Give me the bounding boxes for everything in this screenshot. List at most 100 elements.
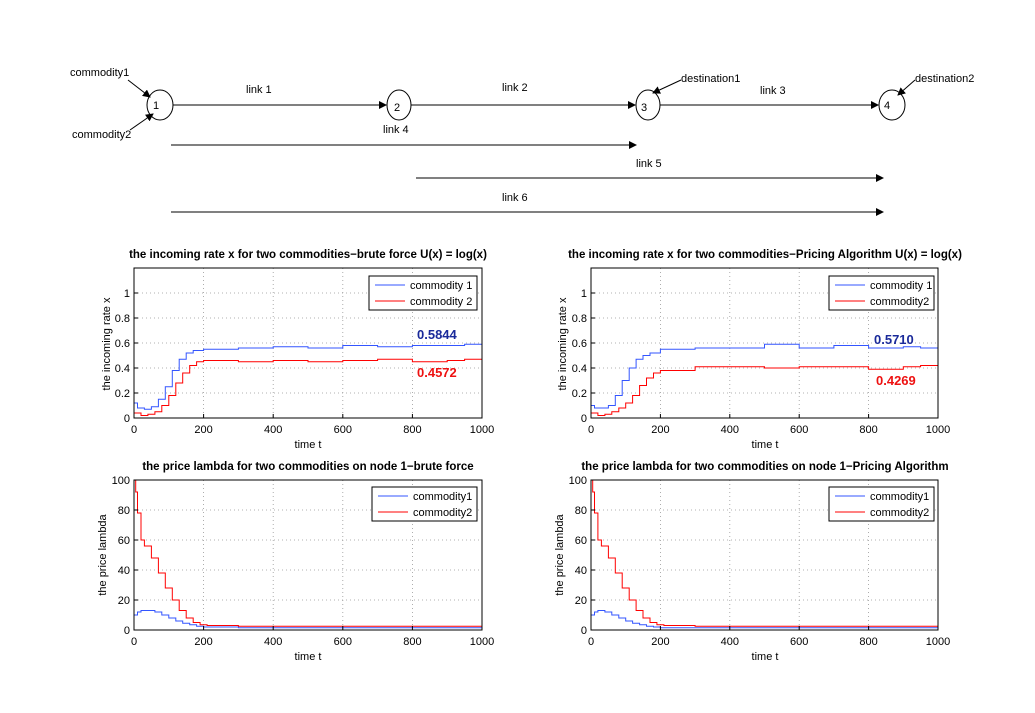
- chart1-xtick-label: 800: [403, 424, 421, 436]
- chart3-ytick-label: 80: [118, 505, 130, 517]
- destination1-arrow: [652, 79, 682, 94]
- chart2-ytick-label: 0.2: [572, 388, 587, 400]
- chart3-title: the price lambda for two commodities on …: [142, 461, 473, 473]
- chart1-title: the incoming rate x for two commodities−…: [129, 249, 487, 261]
- chart2-ytick-label: 0.8: [572, 313, 587, 325]
- chart1-xtick-label: 600: [334, 424, 352, 436]
- chart1-xtick-label: 1000: [470, 424, 494, 436]
- chart3-ticks: 0 200 400 600 800 1000 0 20 40 60 80 100: [112, 475, 495, 648]
- chart4-ytick-label: 80: [575, 505, 587, 517]
- chart1-xtick-label: 200: [194, 424, 212, 436]
- chart3-ytick-label: 60: [118, 535, 130, 547]
- chart2-title: the incoming rate x for two commodities−…: [568, 249, 962, 261]
- chart1-series-1-line: [134, 343, 483, 410]
- chart2-xtick-label: 0: [588, 424, 594, 436]
- chart1-xtick-label: 400: [264, 424, 282, 436]
- node-4-label: 4: [884, 100, 890, 112]
- commodity1-arrow: [127, 79, 151, 98]
- chart3-ytick-label: 20: [118, 595, 130, 607]
- link-2-label: link 2: [502, 82, 528, 94]
- chart4-ticks: 0 200 400 600 800 1000 0 20 40 60 80 100: [569, 475, 951, 648]
- chart1-annotation-commodity1: 0.5844: [417, 327, 458, 342]
- chart2-legend-label-2: commodity2: [870, 296, 929, 308]
- chart2-xlabel: time t: [752, 439, 779, 451]
- commodity2-label: commodity2: [72, 129, 131, 141]
- chart2-legend-box: [828, 275, 935, 311]
- chart2-legend-label-1: commodity 1: [870, 280, 932, 292]
- chart1-ytick-label: 1: [124, 288, 130, 300]
- destination1-label: destination1: [681, 73, 740, 85]
- chart2-xtick-label: 400: [721, 424, 739, 436]
- chart3-xtick-label: 200: [194, 636, 212, 648]
- chart2-series-1-line: [591, 343, 939, 409]
- chart1-series: [134, 343, 483, 416]
- chart1-xtick-label: 0: [131, 424, 137, 436]
- chart3-ylabel: the price lambda: [97, 513, 109, 595]
- chart1-ytick-label: 0.2: [115, 388, 130, 400]
- chart1-ticks: 0 200 400 600 800 1000 0 0.2 0.4 0.6 0.8 1: [115, 288, 495, 436]
- chart4-xtick-label: 800: [859, 636, 877, 648]
- chart-rate-pricing-algorithm: the incoming rate x for two commodities−…: [557, 249, 962, 451]
- chart1-legend-label-1: commodity 1: [410, 280, 472, 292]
- chart4-legend: commodity1 commodity2: [828, 486, 935, 522]
- link-1-label: link 1: [246, 84, 272, 96]
- chart2-series-2-line: [591, 365, 939, 416]
- chart2-legend: commodity 1 commodity2: [828, 275, 935, 311]
- chart1-ytick-label: 0.6: [115, 338, 130, 350]
- chart4-title: the price lambda for two commodities on …: [581, 461, 948, 473]
- chart1-legend-box: [368, 275, 478, 311]
- chart3-xtick-label: 400: [264, 636, 282, 648]
- chart2-ytick-label: 0.4: [572, 363, 587, 375]
- chart2-ylabel: the incoming rate x: [557, 297, 569, 390]
- chart4-xtick-label: 0: [588, 636, 594, 648]
- chart2-xtick-label: 800: [859, 424, 877, 436]
- chart3-ytick-label: 100: [112, 475, 130, 487]
- chart4-series: [591, 479, 938, 629]
- chart-rate-brute-force: the incoming rate x for two commodities−…: [101, 249, 494, 451]
- chart3-legend-label-2: commodity2: [413, 507, 472, 519]
- link-5-label: link 5: [636, 158, 662, 170]
- chart1-annotation-commodity2: 0.4572: [417, 365, 457, 380]
- chart3-xtick-label: 0: [131, 636, 137, 648]
- chart3-xtick-label: 1000: [470, 636, 494, 648]
- chart4-xtick-label: 400: [721, 636, 739, 648]
- chart4-xtick-label: 200: [651, 636, 669, 648]
- chart4-xtick-label: 600: [790, 636, 808, 648]
- destination2-arrow: [897, 79, 916, 96]
- chart2-series: [591, 343, 939, 416]
- chart2-annotation-commodity1: 0.5710: [874, 332, 914, 347]
- chart4-legend-label-2: commodity2: [870, 507, 929, 519]
- node-2-label: 2: [394, 102, 400, 114]
- chart3-legend: commodity1 commodity2: [371, 486, 478, 522]
- chart4-ytick-label: 40: [575, 565, 587, 577]
- chart1-ytick-label: 0: [124, 413, 130, 425]
- chart2-ytick-label: 1: [581, 288, 587, 300]
- chart3-legend-box: [371, 486, 478, 522]
- chart2-ytick-label: 0.6: [572, 338, 587, 350]
- chart4-xtick-label: 1000: [926, 636, 950, 648]
- chart2-xtick-label: 600: [790, 424, 808, 436]
- chart4-ytick-label: 0: [581, 625, 587, 637]
- chart3-ytick-label: 0: [124, 625, 130, 637]
- chart3-legend-label-1: commodity1: [413, 491, 472, 503]
- chart1-ytick-label: 0.8: [115, 313, 130, 325]
- chart3-xlabel: time t: [295, 651, 322, 663]
- node-3-circle: [635, 89, 661, 121]
- chart2-xtick-label: 1000: [926, 424, 950, 436]
- chart2-annotation-commodity2: 0.4269: [876, 373, 916, 388]
- chart1-legend: commodity 1 commodity 2: [368, 275, 478, 311]
- chart1-legend-label-2: commodity 2: [410, 296, 472, 308]
- chart1-ytick-label: 0.4: [115, 363, 130, 375]
- chart4-plot-area: [590, 479, 939, 631]
- chart4-xlabel: time t: [752, 651, 779, 663]
- network-diagram: 1 2 3 4 link 1 link 2 link 3 link 4 link…: [70, 67, 974, 216]
- chart3-xtick-label: 800: [403, 636, 421, 648]
- chart2-ticks: 0 200 400 600 800 1000 0 0.2 0.4 0.6 0.8 1: [572, 288, 951, 436]
- chart-price-brute-force: the price lambda for two commodities on …: [97, 461, 494, 663]
- commodity2-arrow: [129, 113, 154, 131]
- chart3-xtick-label: 600: [334, 636, 352, 648]
- chart2-ytick-label: 0: [581, 413, 587, 425]
- chart3-plot-area: [133, 479, 483, 631]
- chart-price-pricing-algorithm: the price lambda for two commodities on …: [554, 461, 950, 663]
